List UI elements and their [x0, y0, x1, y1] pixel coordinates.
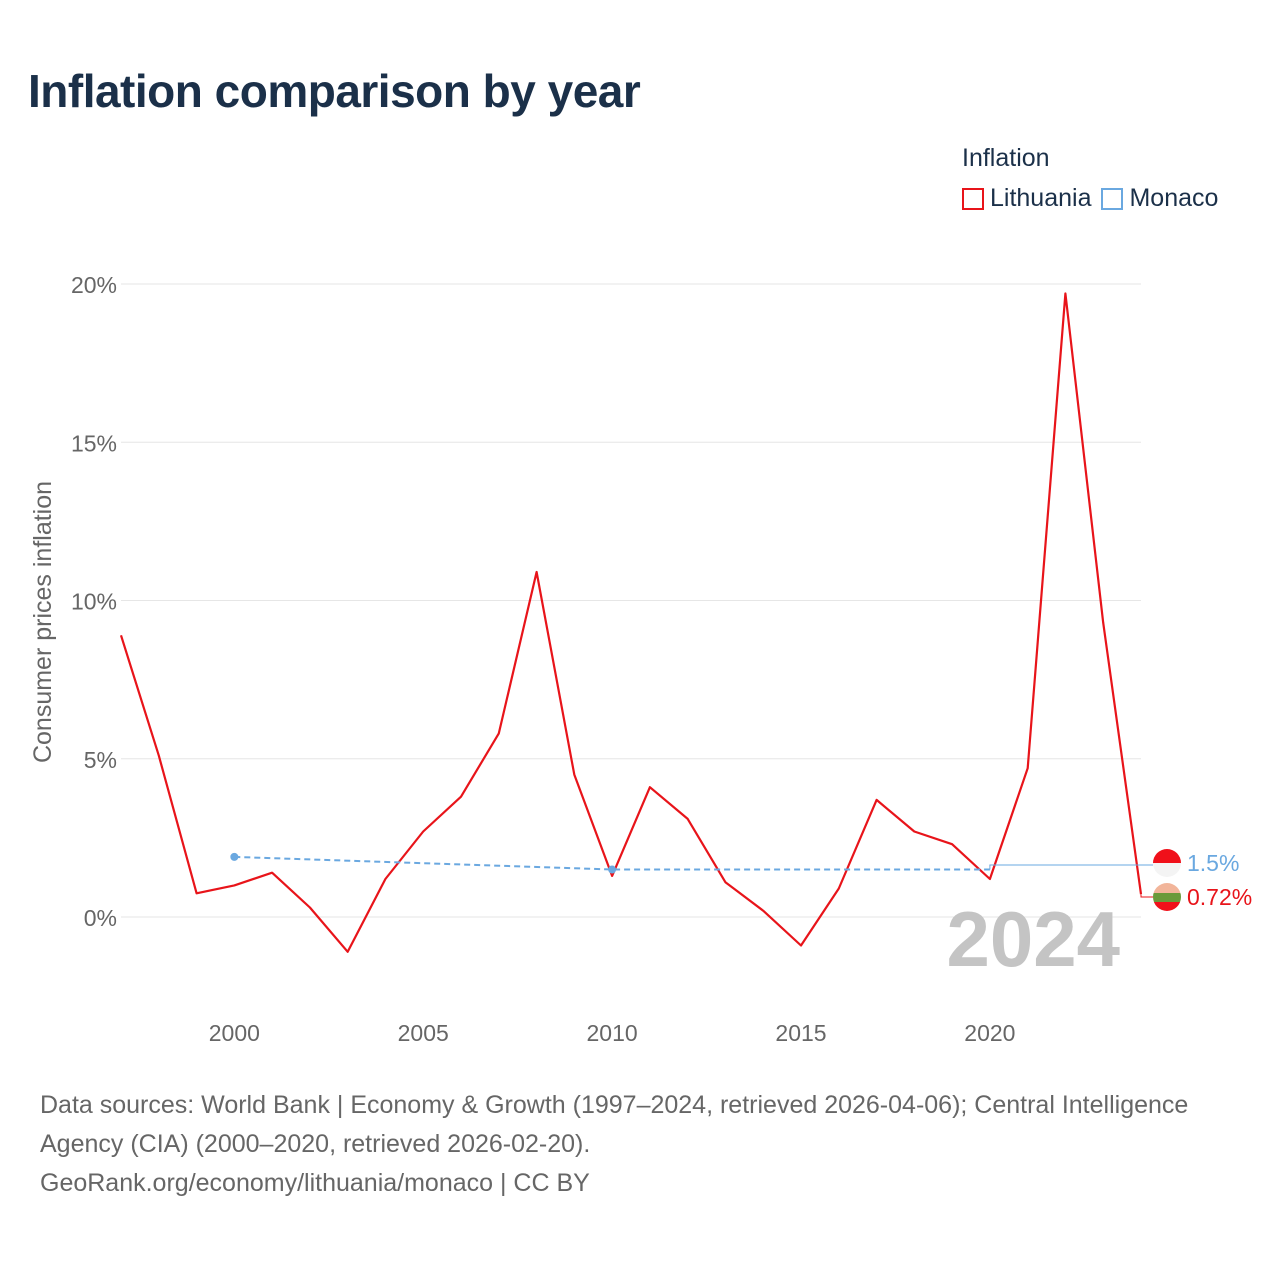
year-watermark: 2024 — [946, 895, 1120, 983]
line-chart: 0% 5% 10% 15% 20% 2000 2005 2010 2015 2020 Consu… — [29, 272, 1252, 1046]
x-tick-label: 2000 — [209, 1020, 260, 1046]
legend-item-monaco[interactable]: Monaco — [1101, 184, 1218, 213]
series-line-lithuania[interactable] — [119, 292, 1143, 953]
y-tick-label: 15% — [71, 430, 117, 456]
y-tick-label: 10% — [71, 589, 117, 615]
y-tick-label: 5% — [84, 747, 117, 773]
gridlines — [121, 283, 1141, 918]
x-tick-labels: 2000 2005 2010 2015 2020 — [209, 1020, 1016, 1046]
end-labels: 1.5% 0.72% — [989, 849, 1252, 911]
x-tick-label: 2015 — [775, 1020, 826, 1046]
x-tick-label: 2020 — [964, 1020, 1015, 1046]
connector-monaco — [989, 864, 1153, 870]
connector-lithuania — [1140, 894, 1153, 898]
y-tick-label: 0% — [84, 905, 117, 931]
data-point-monaco[interactable] — [608, 865, 617, 874]
end-label-monaco: 1.5% — [1187, 850, 1239, 876]
monaco-flag-icon — [1153, 849, 1181, 877]
lithuania-flag-icon — [1153, 883, 1181, 911]
data-point-monaco[interactable] — [230, 852, 239, 861]
series-group — [119, 292, 1143, 953]
legend-swatch-monaco — [1101, 187, 1124, 210]
end-label-lithuania: 0.72% — [1187, 884, 1252, 910]
legend-title: Inflation — [962, 144, 1050, 172]
y-axis-label: Consumer prices inflation — [29, 481, 57, 763]
x-tick-label: 2010 — [587, 1020, 638, 1046]
legend: Lithuania Monaco — [962, 184, 1218, 213]
source-line-2[interactable]: GeoRank.org/economy/lithuania/monaco | C… — [40, 1169, 590, 1197]
x-tick-label: 2005 — [398, 1020, 449, 1046]
legend-swatch-lithuania — [962, 187, 984, 210]
source-line-1: Data sources: World Bank | Economy & Gro… — [40, 1091, 1189, 1158]
legend-label-lithuania: Lithuania — [990, 184, 1092, 212]
y-tick-labels: 0% 5% 10% 15% 20% — [71, 272, 117, 931]
chart-title: Inflation comparison by year — [28, 65, 641, 117]
y-tick-label: 20% — [71, 272, 117, 298]
source-note: Data sources: World Bank | Economy & Gro… — [40, 1086, 1240, 1203]
legend-label-monaco: Monaco — [1129, 184, 1219, 212]
legend-item-lithuania[interactable]: Lithuania — [962, 184, 1091, 213]
